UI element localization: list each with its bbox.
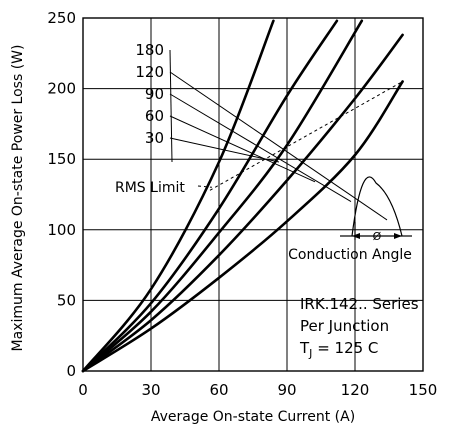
x-tick-label: 30: [141, 381, 160, 399]
rms-label-leader: [197, 185, 212, 188]
rms-limit-layer: [197, 81, 403, 191]
leader-line-120: [169, 71, 388, 221]
y-tick-label: 0: [66, 362, 76, 380]
leader-line-90: [169, 93, 352, 202]
angle-arrow-right: [394, 233, 402, 239]
curve-180: [81, 19, 275, 373]
x-tick-labels: 0 30 60 90 120 150: [78, 381, 437, 399]
curves: [81, 19, 404, 373]
curve-120: [81, 19, 339, 373]
y-tick-label: 250: [47, 9, 76, 27]
x-tick-label: 150: [409, 381, 438, 399]
curve-30: [81, 80, 404, 373]
rms-limit-line: [209, 81, 403, 191]
curve-60: [81, 33, 404, 373]
y-tick-labels: 0 50 100 150 200 250: [47, 9, 76, 380]
x-tick-label: 60: [209, 381, 228, 399]
series-label-120: 120: [135, 63, 164, 81]
angle-arrow-left: [352, 233, 360, 239]
series-label-90: 90: [145, 85, 164, 103]
conduction-angle-label: Conduction Angle: [288, 247, 412, 263]
tj-value: = 125 C: [312, 339, 378, 357]
junction-temp-label: TJ = 125 C: [299, 339, 378, 360]
leader-line-30: [169, 137, 280, 163]
series-name-label: IRK.142.. Series: [300, 295, 419, 313]
series-labels: 180 120 90 60 30: [135, 41, 164, 147]
curve-90: [81, 19, 364, 373]
conduction-angle-diagram: Ø Conduction Angle: [288, 176, 412, 263]
y-tick-label: 100: [47, 221, 76, 239]
rms-limit-label: RMS Limit: [115, 180, 185, 196]
legend-leaders: [169, 49, 388, 221]
y-tick-label: 150: [47, 150, 76, 168]
tj-prefix: T: [299, 339, 310, 357]
leader-line-180: [169, 49, 173, 163]
series-label-180: 180: [135, 41, 164, 59]
y-tick-label: 50: [57, 291, 76, 309]
x-tick-label: 0: [78, 381, 88, 399]
x-tick-label: 120: [341, 381, 370, 399]
sine-half-wave: [351, 176, 403, 237]
grid: [83, 18, 423, 371]
plot-frame: [82, 17, 424, 372]
series-label-30: 30: [145, 129, 164, 147]
y-tick-label: 200: [47, 80, 76, 98]
x-tick-label: 90: [277, 381, 296, 399]
tj-subscript: J: [308, 347, 312, 360]
per-junction-label: Per Junction: [300, 317, 389, 335]
y-axis-title: Maximum Average On-state Power Loss (W): [10, 45, 26, 352]
series-label-60: 60: [145, 107, 164, 125]
x-axis-title: Average On-state Current (A): [151, 409, 355, 425]
angle-symbol: Ø: [373, 230, 382, 243]
leader-line-60: [169, 115, 316, 183]
